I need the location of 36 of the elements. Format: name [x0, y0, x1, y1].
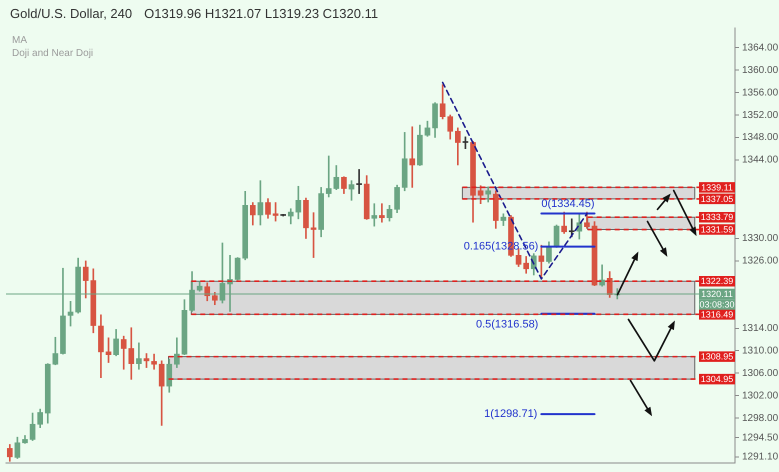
y-tick-label: 1330.00 — [742, 233, 779, 244]
annotation: 03:08:30 — [699, 299, 735, 310]
candlestick — [144, 353, 150, 368]
y-tick-label: 1294.50 — [742, 432, 779, 444]
series-label: 1(1298.71) — [484, 408, 538, 420]
y-tick-label: 1310.00 — [742, 345, 779, 356]
y-tick-label: 1306.00 — [742, 368, 779, 379]
y-tick-label: 1360.00 — [742, 64, 779, 76]
ref-line-label: 1322.39 — [700, 276, 734, 286]
ref-line-label: 1333.79 — [700, 212, 734, 222]
series-label: 0(1334.45) — [541, 198, 595, 210]
candlestick — [151, 354, 157, 370]
ref-line-label: 1304.95 — [700, 374, 734, 384]
candlestick — [68, 301, 74, 326]
annotation: MA — [12, 34, 28, 46]
y-tick-label: 1302.00 — [742, 390, 779, 402]
y-tick-label: 1298.00 — [742, 412, 779, 424]
ref-line-label: 1339.11 — [701, 182, 733, 192]
y-tick-label: 1364.00 — [742, 42, 779, 54]
candlestick — [462, 136, 468, 150]
chart-subtitle: O1319.96 H1321.07 L1319.23 C1320.11 — [144, 6, 378, 21]
y-tick-label: 1314.00 — [742, 323, 779, 334]
y-tick-label: 1356.00 — [742, 87, 779, 98]
ref-line-label: 1320.11 — [701, 288, 733, 299]
chart-title: Gold/U.S. Dollar, 240 — [10, 6, 132, 21]
series-label: 0.5(1316.58) — [476, 318, 538, 330]
y-tick-label: 1344.00 — [742, 154, 779, 166]
y-tick-label: 1326.00 — [742, 256, 779, 267]
y-tick-label: 1352.00 — [742, 110, 779, 121]
ref-line-label: 1316.49 — [700, 309, 734, 320]
ref-line-label: 1337.05 — [700, 194, 734, 204]
annotation: Doji and Near Doji — [12, 48, 94, 59]
ref-line-label: 1331.59 — [700, 224, 734, 235]
y-tick-label: 1291.10 — [742, 452, 779, 463]
y-tick-label: 1348.00 — [742, 132, 779, 144]
ref-line-label: 1308.95 — [700, 352, 734, 362]
